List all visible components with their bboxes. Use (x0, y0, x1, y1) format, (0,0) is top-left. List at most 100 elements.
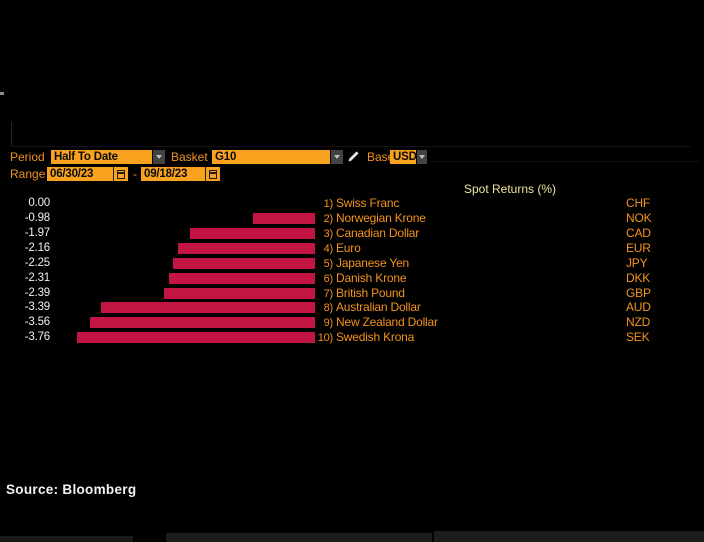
currency-code: NZD (626, 315, 651, 330)
currency-name: Euro (336, 240, 361, 255)
bar-value-label: -3.56 (24, 316, 50, 329)
base-value: USD (393, 151, 416, 163)
range-start-value: 06/30/23 (50, 168, 94, 180)
return-bar (163, 287, 315, 299)
range-label: Range (10, 167, 46, 181)
chart-row: -3.56 9) New Zealand Dollar NZD (0, 315, 704, 330)
bar-value-label: 0.00 (28, 197, 50, 210)
currency-code: AUD (626, 300, 651, 315)
chart-row: 0.00 1) Swiss Franc CHF (0, 196, 704, 211)
chevron-down-icon[interactable] (330, 150, 343, 164)
currency-code: JPY (626, 255, 648, 270)
range-end-value: 09/18/23 (144, 168, 188, 180)
base-label: Base (367, 150, 395, 164)
currency-code: DKK (626, 270, 651, 285)
currency-row-label[interactable]: 3) Canadian Dollar (314, 225, 420, 241)
edit-basket-button[interactable] (346, 150, 360, 164)
bar-value-label: -3.39 (24, 301, 50, 314)
calendar-icon (209, 169, 217, 179)
currency-code: CHF (626, 196, 651, 211)
currency-row-label[interactable]: 5) Japanese Yen (314, 255, 410, 271)
bar-value-label: -2.31 (24, 271, 50, 284)
chart-row: -2.16 4) Euro EUR (0, 241, 704, 256)
period-value: Half To Date (54, 151, 118, 163)
currency-row-label[interactable]: 4) Euro (314, 241, 361, 256)
row-rank: 6) (323, 272, 334, 285)
currency-row-label[interactable]: 10) Swedish Krona (314, 330, 415, 345)
calendar-button[interactable] (113, 167, 128, 181)
currency-code: SEK (626, 330, 650, 345)
return-bar (178, 242, 315, 254)
panel-edge-horizontal-2 (430, 161, 700, 162)
currency-row-label[interactable]: 6) Danish Krone (314, 270, 407, 286)
currency-row-label[interactable]: 8) Australian Dollar (314, 300, 421, 315)
row-rank: 10) (317, 332, 334, 345)
currency-code: NOK (626, 211, 652, 225)
currency-name: Swiss Franc (336, 196, 400, 211)
chart-title: Spot Returns (%) (463, 182, 557, 196)
range-end-input[interactable]: 09/18/23 (141, 167, 220, 181)
basket-label: Basket (171, 150, 208, 164)
currency-name: Japanese Yen (336, 255, 410, 270)
row-rank: 7) (323, 287, 334, 300)
window-bottom-strip (166, 533, 432, 542)
window-artifact (0, 92, 4, 95)
row-rank: 3) (323, 227, 334, 240)
bar-value-label: -2.39 (24, 286, 50, 299)
currency-name: Norwegian Krone (336, 211, 426, 225)
chart-row: -0.98 2) Norwegian Krone NOK (0, 211, 704, 226)
window-bottom-strip (434, 531, 704, 542)
currency-code: EUR (626, 240, 651, 255)
base-select[interactable]: USD (390, 150, 427, 164)
currency-row-label[interactable]: 9) New Zealand Dollar (314, 315, 438, 330)
calendar-icon (117, 169, 125, 179)
chevron-down-icon[interactable] (416, 150, 427, 164)
range-separator: - (133, 167, 137, 181)
return-bar (253, 213, 315, 224)
currency-name: Danish Krone (336, 270, 407, 285)
bar-value-label: -2.16 (24, 241, 50, 254)
currency-name: Canadian Dollar (336, 225, 420, 240)
currency-row-label[interactable]: 2) Norwegian Krone (314, 211, 426, 226)
row-rank: 9) (323, 317, 334, 330)
return-bar (169, 272, 315, 284)
panel-edge-horizontal (11, 146, 691, 147)
row-rank: 5) (323, 257, 334, 270)
currency-name: Australian Dollar (336, 300, 421, 315)
return-bar (172, 257, 315, 269)
row-rank: 8) (323, 302, 334, 315)
calendar-button[interactable] (205, 167, 220, 181)
bar-value-label: -2.25 (24, 256, 50, 269)
currency-code: CAD (626, 225, 651, 240)
row-rank: 4) (323, 242, 334, 255)
currency-name: Swedish Krona (336, 330, 415, 345)
basket-select[interactable]: G10 (212, 150, 343, 164)
bar-value-label: -0.98 (24, 212, 50, 224)
row-rank: 1) (323, 198, 334, 211)
panel-edge-vertical (11, 122, 12, 147)
source-attribution: Source: Bloomberg (6, 482, 137, 497)
currency-row-label[interactable]: 1) Swiss Franc (314, 196, 400, 211)
bar-value-label: -1.97 (24, 226, 50, 239)
chart-row: -3.39 8) Australian Dollar AUD (0, 300, 704, 315)
currency-name: New Zealand Dollar (336, 315, 438, 330)
range-start-input[interactable]: 06/30/23 (47, 167, 128, 181)
chart-row: -2.31 6) Danish Krone DKK (0, 271, 704, 286)
return-bar (77, 332, 315, 344)
currency-name: British Pound (336, 285, 405, 300)
chart-row: -2.25 5) Japanese Yen JPY (0, 256, 704, 271)
bar-value-label: -3.76 (24, 331, 50, 344)
chart-row: -2.39 7) British Pound GBP (0, 286, 704, 301)
return-bar (90, 317, 315, 329)
currency-row-label[interactable]: 7) British Pound (314, 286, 405, 301)
period-label: Period (10, 150, 45, 164)
pencil-icon (348, 151, 359, 162)
chevron-down-icon[interactable] (152, 150, 165, 164)
currency-code: GBP (626, 285, 651, 300)
chart-row: -3.76 10) Swedish Krona SEK (0, 330, 704, 345)
period-select[interactable]: Half To Date (51, 150, 165, 164)
window-bottom-strip (0, 536, 133, 542)
chart-row: -1.97 3) Canadian Dollar CAD (0, 226, 704, 241)
row-rank: 2) (323, 213, 334, 225)
